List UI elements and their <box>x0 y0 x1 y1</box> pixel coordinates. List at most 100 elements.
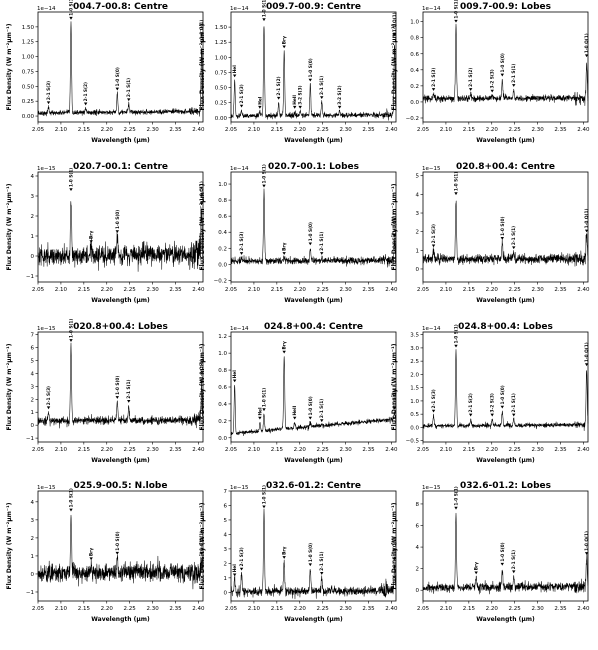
x-tick-label: 2.05 <box>32 287 45 293</box>
line-label: 1-0 S(0) <box>115 531 121 550</box>
spectrum-trace <box>422 23 589 106</box>
line-marker <box>115 87 119 91</box>
line-label: 1-0 Q(1) <box>392 537 398 557</box>
x-tick-label: 2.35 <box>554 127 567 133</box>
y-axis-label: Flux Density (W m⁻²μm⁻¹) <box>199 343 206 430</box>
line-label: 1-0 S(1) <box>262 164 268 183</box>
line-marker <box>262 18 266 22</box>
line-label: 3-2 S(3) <box>490 393 496 412</box>
x-tick-label: 2.10 <box>248 606 261 612</box>
line-marker <box>258 105 262 109</box>
line-marker <box>262 408 266 412</box>
line-marker <box>500 237 504 240</box>
plot-frame <box>230 11 397 123</box>
line-label: 2-1 S(1) <box>511 64 517 83</box>
line-label: 2-1 S(1) <box>126 379 132 398</box>
x-tick-label: 2.15 <box>463 447 476 453</box>
y-tick-label: 0 <box>31 423 35 429</box>
x-tick-label: 2.10 <box>55 447 68 453</box>
spectrum-trace <box>230 508 397 600</box>
line-label: 1-0 S(0) <box>308 543 314 562</box>
x-tick-label: 2.10 <box>440 606 453 612</box>
x-tick-label: 2.15 <box>463 287 476 293</box>
panel-title: 020.7-00.1: Lobes <box>268 162 359 172</box>
line-label: 1-0 S(0) <box>308 58 314 77</box>
spectrum-trace <box>422 349 589 431</box>
line-label: 1-0 S(0) <box>308 396 314 415</box>
line-marker <box>320 252 324 255</box>
y-tick-label: 2.0 <box>410 372 419 378</box>
line-label: 2-1 S(1) <box>511 393 517 412</box>
y-tick-label: 0.6 <box>218 214 227 220</box>
y-tick-label: 0.4 <box>218 230 227 236</box>
x-tick-label: 2.05 <box>32 447 45 453</box>
y-tick-label: 2 <box>416 567 420 573</box>
line-label: 2-1 S(2) <box>276 76 282 95</box>
line-marker <box>500 73 504 77</box>
y-tick-label: 0.8 <box>218 198 227 204</box>
x-tick-label: 2.15 <box>78 287 91 293</box>
x-tick-label: 2.40 <box>385 127 398 133</box>
line-label: 2-1 S(1) <box>319 399 325 418</box>
y-tick-label: 1.00 <box>215 55 228 61</box>
y-tick-label: 4 <box>224 532 228 538</box>
line-label: 1-0 S(0) <box>500 217 506 236</box>
spectrum-panel: 020.8+00.4: Centre 1e−15 2.05 2.10 2.15 2.20 2… <box>391 162 590 304</box>
line-label: HeII <box>292 95 298 105</box>
x-tick-label: 2.15 <box>271 447 284 453</box>
line-label: Brγ <box>282 547 288 555</box>
line-marker <box>308 563 312 567</box>
x-tick-label: 2.05 <box>32 127 45 133</box>
y-tick-label: 0.2 <box>218 246 227 252</box>
spectrum-trace <box>422 200 589 267</box>
line-marker <box>320 96 324 100</box>
x-tick-label: 2.35 <box>362 127 375 133</box>
spectrum-trace <box>230 356 397 436</box>
y-tick-label: 1.0 <box>218 182 227 188</box>
line-label: 1-0 S(1) <box>454 0 460 19</box>
line-marker <box>239 252 244 255</box>
line-label: 2-1 S(3) <box>239 84 245 103</box>
y-tick-label: 0.4 <box>410 68 419 74</box>
line-marker <box>320 572 324 575</box>
y-tick-label: −0.2 <box>214 278 227 284</box>
y-tick-label: −0.2 <box>406 116 419 122</box>
line-label: 1-0 Q(1) <box>392 12 398 32</box>
line-marker <box>282 556 286 559</box>
line-label: 1-0 Q(1) <box>584 33 590 53</box>
y-tick-label: 0.50 <box>215 86 228 92</box>
line-label: 1-0 S(0) <box>308 222 314 241</box>
x-axis-label: Wavelength (μm) <box>91 137 150 144</box>
y-tick-label: 8 <box>416 502 420 508</box>
x-tick-label: 2.25 <box>124 127 137 133</box>
line-label: Brγ <box>282 243 288 251</box>
line-label: 1-0 S(1) <box>262 485 268 504</box>
x-tick-label: 2.05 <box>225 447 238 453</box>
y-tick-label: −1 <box>26 590 34 596</box>
x-tick-label: 2.35 <box>169 606 182 612</box>
y-tick-label: 0.8 <box>218 368 227 374</box>
line-marker <box>69 508 73 512</box>
line-label: 1-0 Q(1) <box>199 181 205 201</box>
y-tick-label: 1.5 <box>410 386 419 392</box>
x-tick-label: 2.05 <box>417 287 430 293</box>
line-label: 2-1 S(1) <box>319 76 325 95</box>
x-tick-label: 2.15 <box>271 127 284 133</box>
y-axis-label: Flux Density (W m⁻²μm⁻¹) <box>391 23 398 110</box>
x-axis-label: Wavelength (μm) <box>91 616 150 623</box>
line-label: HeI <box>232 65 238 74</box>
offset-multiplier: 1e−14 <box>37 6 56 12</box>
line-marker <box>468 88 473 91</box>
y-tick-label: 3 <box>416 211 420 217</box>
x-tick-label: 2.10 <box>55 606 68 612</box>
y-tick-label: 0 <box>31 254 35 260</box>
y-tick-label: 1.25 <box>215 40 228 46</box>
line-label: HeII <box>292 405 298 415</box>
spectrum-trace <box>37 342 204 429</box>
y-tick-label: 2 <box>31 397 35 403</box>
line-marker <box>89 240 93 243</box>
x-tick-label: 2.15 <box>78 447 91 453</box>
x-tick-label: 2.40 <box>577 447 590 453</box>
line-label: 2-1 S(3) <box>431 68 437 87</box>
y-tick-label: 4 <box>416 545 420 551</box>
